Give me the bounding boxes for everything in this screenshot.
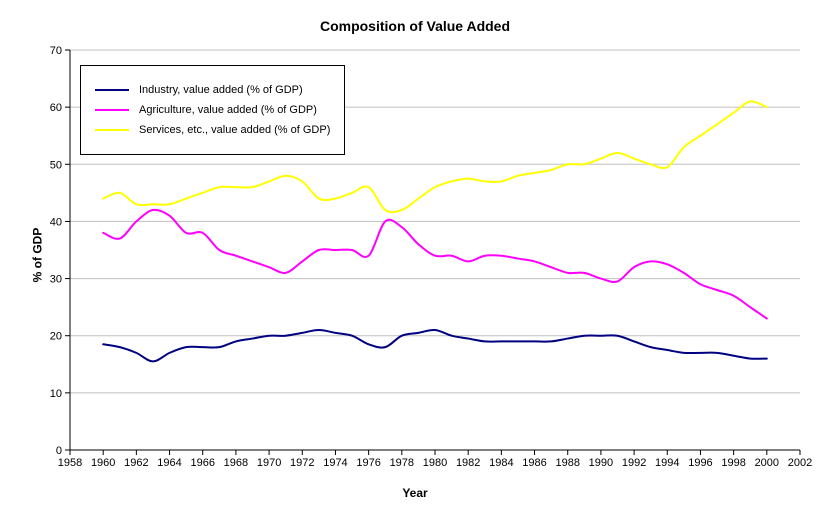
legend: Industry, value added (% of GDP) Agricult…: [80, 65, 345, 155]
y-tick-label: 10: [50, 388, 62, 400]
y-tick-label: 60: [50, 102, 62, 114]
x-tick-label: 1970: [257, 457, 281, 469]
legend-swatch: [95, 109, 129, 111]
y-tick-label: 50: [50, 159, 62, 171]
x-tick-label: 1974: [323, 457, 347, 469]
legend-entry: Industry, value added (% of GDP): [95, 84, 330, 96]
legend-label: Agriculture, value added (% of GDP): [139, 104, 317, 116]
legend-label: Services, etc., value added (% of GDP): [139, 124, 330, 136]
x-tick-label: 1990: [589, 457, 613, 469]
x-tick-label: 1982: [456, 457, 480, 469]
y-tick-label: 30: [50, 274, 62, 286]
x-tick-label: 1984: [489, 457, 513, 469]
x-tick-label: 2000: [755, 457, 779, 469]
x-tick-label: 1994: [655, 457, 679, 469]
y-tick-label: 20: [50, 331, 62, 343]
x-tick-label: 1966: [190, 457, 214, 469]
y-tick-label: 40: [50, 216, 62, 228]
x-tick-label: 1998: [721, 457, 745, 469]
series-line: [103, 330, 767, 361]
x-tick-label: 1972: [290, 457, 314, 469]
series-line: [103, 210, 767, 319]
x-tick-label: 1980: [423, 457, 447, 469]
ytick-group: 0 10 20 30 40 50 60 70: [50, 45, 70, 457]
x-tick-label: 1986: [522, 457, 546, 469]
x-tick-label: 1962: [124, 457, 148, 469]
xtick-group: 1958 1960 1962 1964 1966 1968 1970 1972 1974 1976…: [58, 450, 812, 469]
legend-swatch: [95, 89, 129, 91]
legend-entry: Services, etc., value added (% of GDP): [95, 124, 330, 136]
x-tick-label: 1992: [622, 457, 646, 469]
x-tick-label: 2002: [788, 457, 812, 469]
chart-container: Composition of Value Added % of GDP Year…: [0, 0, 830, 510]
x-tick-label: 1960: [91, 457, 115, 469]
x-tick-label: 1996: [688, 457, 712, 469]
legend-label: Industry, value added (% of GDP): [139, 84, 303, 96]
x-tick-label: 1988: [555, 457, 579, 469]
x-tick-label: 1958: [58, 457, 82, 469]
x-tick-label: 1964: [157, 457, 181, 469]
y-tick-label: 0: [56, 445, 62, 457]
x-tick-label: 1978: [390, 457, 414, 469]
legend-swatch: [95, 129, 129, 131]
y-tick-label: 70: [50, 45, 62, 57]
x-tick-label: 1976: [356, 457, 380, 469]
x-tick-label: 1968: [224, 457, 248, 469]
legend-entry: Agriculture, value added (% of GDP): [95, 104, 330, 116]
